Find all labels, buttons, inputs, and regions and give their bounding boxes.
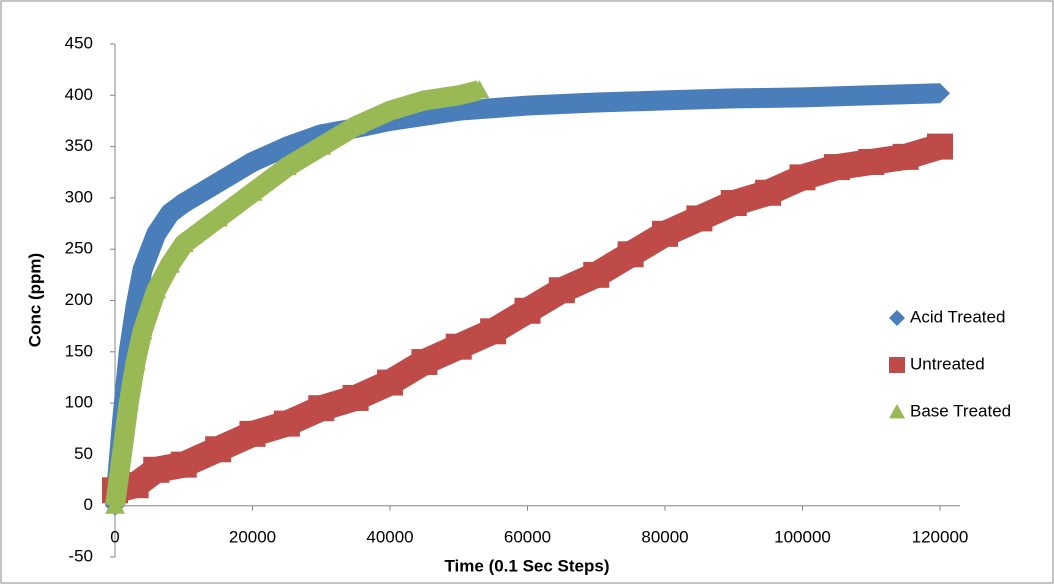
data-point xyxy=(311,136,332,155)
y-tick-label: 300 xyxy=(65,187,93,206)
data-point xyxy=(118,393,139,412)
data-point xyxy=(239,420,266,447)
x-axis-title: Time (0.1 Sec Steps) xyxy=(444,556,609,575)
y-tick-label: -50 xyxy=(68,546,93,565)
y-tick-label: 200 xyxy=(65,290,93,309)
data-point xyxy=(792,87,813,108)
data-point xyxy=(132,321,153,340)
legend-label: Base Treated xyxy=(910,401,1011,420)
data-point xyxy=(170,451,197,478)
legend-marker xyxy=(889,357,905,373)
x-tick-label: 120000 xyxy=(912,527,969,546)
legend-marker xyxy=(889,310,905,326)
x-tick-label: 60000 xyxy=(504,527,551,546)
data-point xyxy=(583,261,610,288)
data-point xyxy=(927,133,953,160)
data-point xyxy=(861,85,882,106)
data-point xyxy=(755,179,782,206)
data-point xyxy=(517,95,538,116)
x-tick-label: 100000 xyxy=(774,527,831,546)
data-point xyxy=(930,83,950,104)
y-tick-label: 250 xyxy=(65,239,93,258)
data-point xyxy=(105,495,125,514)
data-point xyxy=(445,333,472,360)
data-point xyxy=(377,369,403,396)
data-point xyxy=(720,190,747,217)
data-point xyxy=(173,193,194,214)
data-point xyxy=(276,136,297,157)
data-point xyxy=(273,410,300,437)
data-point xyxy=(858,148,885,175)
data-point xyxy=(208,208,229,227)
data-point xyxy=(308,395,335,422)
data-point xyxy=(242,182,263,201)
data-point xyxy=(448,85,469,104)
data-point xyxy=(242,151,263,172)
data-point xyxy=(652,220,678,247)
data-point xyxy=(143,456,170,483)
y-tick-label: 450 xyxy=(65,33,93,52)
y-tick-label: 100 xyxy=(65,393,93,412)
x-tick-label: 40000 xyxy=(366,527,413,546)
data-point xyxy=(111,444,132,463)
y-tick-label: 50 xyxy=(74,444,93,463)
y-tick-label: 0 xyxy=(84,495,93,514)
data-point xyxy=(132,259,153,280)
legend-marker xyxy=(889,404,905,419)
x-tick-label: 0 xyxy=(110,527,119,546)
data-point xyxy=(655,90,675,111)
data-point xyxy=(276,157,297,176)
series-band xyxy=(105,83,941,507)
data-point xyxy=(342,384,369,411)
data-point xyxy=(208,172,229,193)
y-axis-title: Conc (ppm) xyxy=(25,253,44,347)
y-tick-label: 150 xyxy=(65,341,93,360)
data-point xyxy=(823,154,850,181)
data-point xyxy=(411,349,438,376)
data-point xyxy=(480,318,507,345)
data-point xyxy=(514,297,541,324)
data-point xyxy=(789,164,816,191)
data-point xyxy=(173,234,194,253)
legend-label: Acid Treated xyxy=(910,307,1005,326)
y-tick-label: 350 xyxy=(65,136,93,155)
data-point xyxy=(205,436,232,463)
x-tick-label: 80000 xyxy=(641,527,688,546)
data-point xyxy=(380,100,400,119)
data-point xyxy=(469,80,490,99)
y-tick-label: 400 xyxy=(65,85,93,104)
data-point xyxy=(414,90,435,109)
data-point xyxy=(586,92,607,113)
data-point xyxy=(548,277,575,304)
data-point xyxy=(617,241,644,268)
legend-label: Untreated xyxy=(910,354,985,373)
data-point xyxy=(892,143,919,170)
data-point xyxy=(146,223,167,244)
data-point xyxy=(345,116,366,135)
data-point xyxy=(723,88,744,109)
data-point xyxy=(686,205,713,232)
x-tick-label: 20000 xyxy=(229,527,276,546)
data-point xyxy=(160,254,180,273)
data-point xyxy=(125,352,146,371)
data-point xyxy=(146,280,167,299)
data-point xyxy=(160,203,180,224)
